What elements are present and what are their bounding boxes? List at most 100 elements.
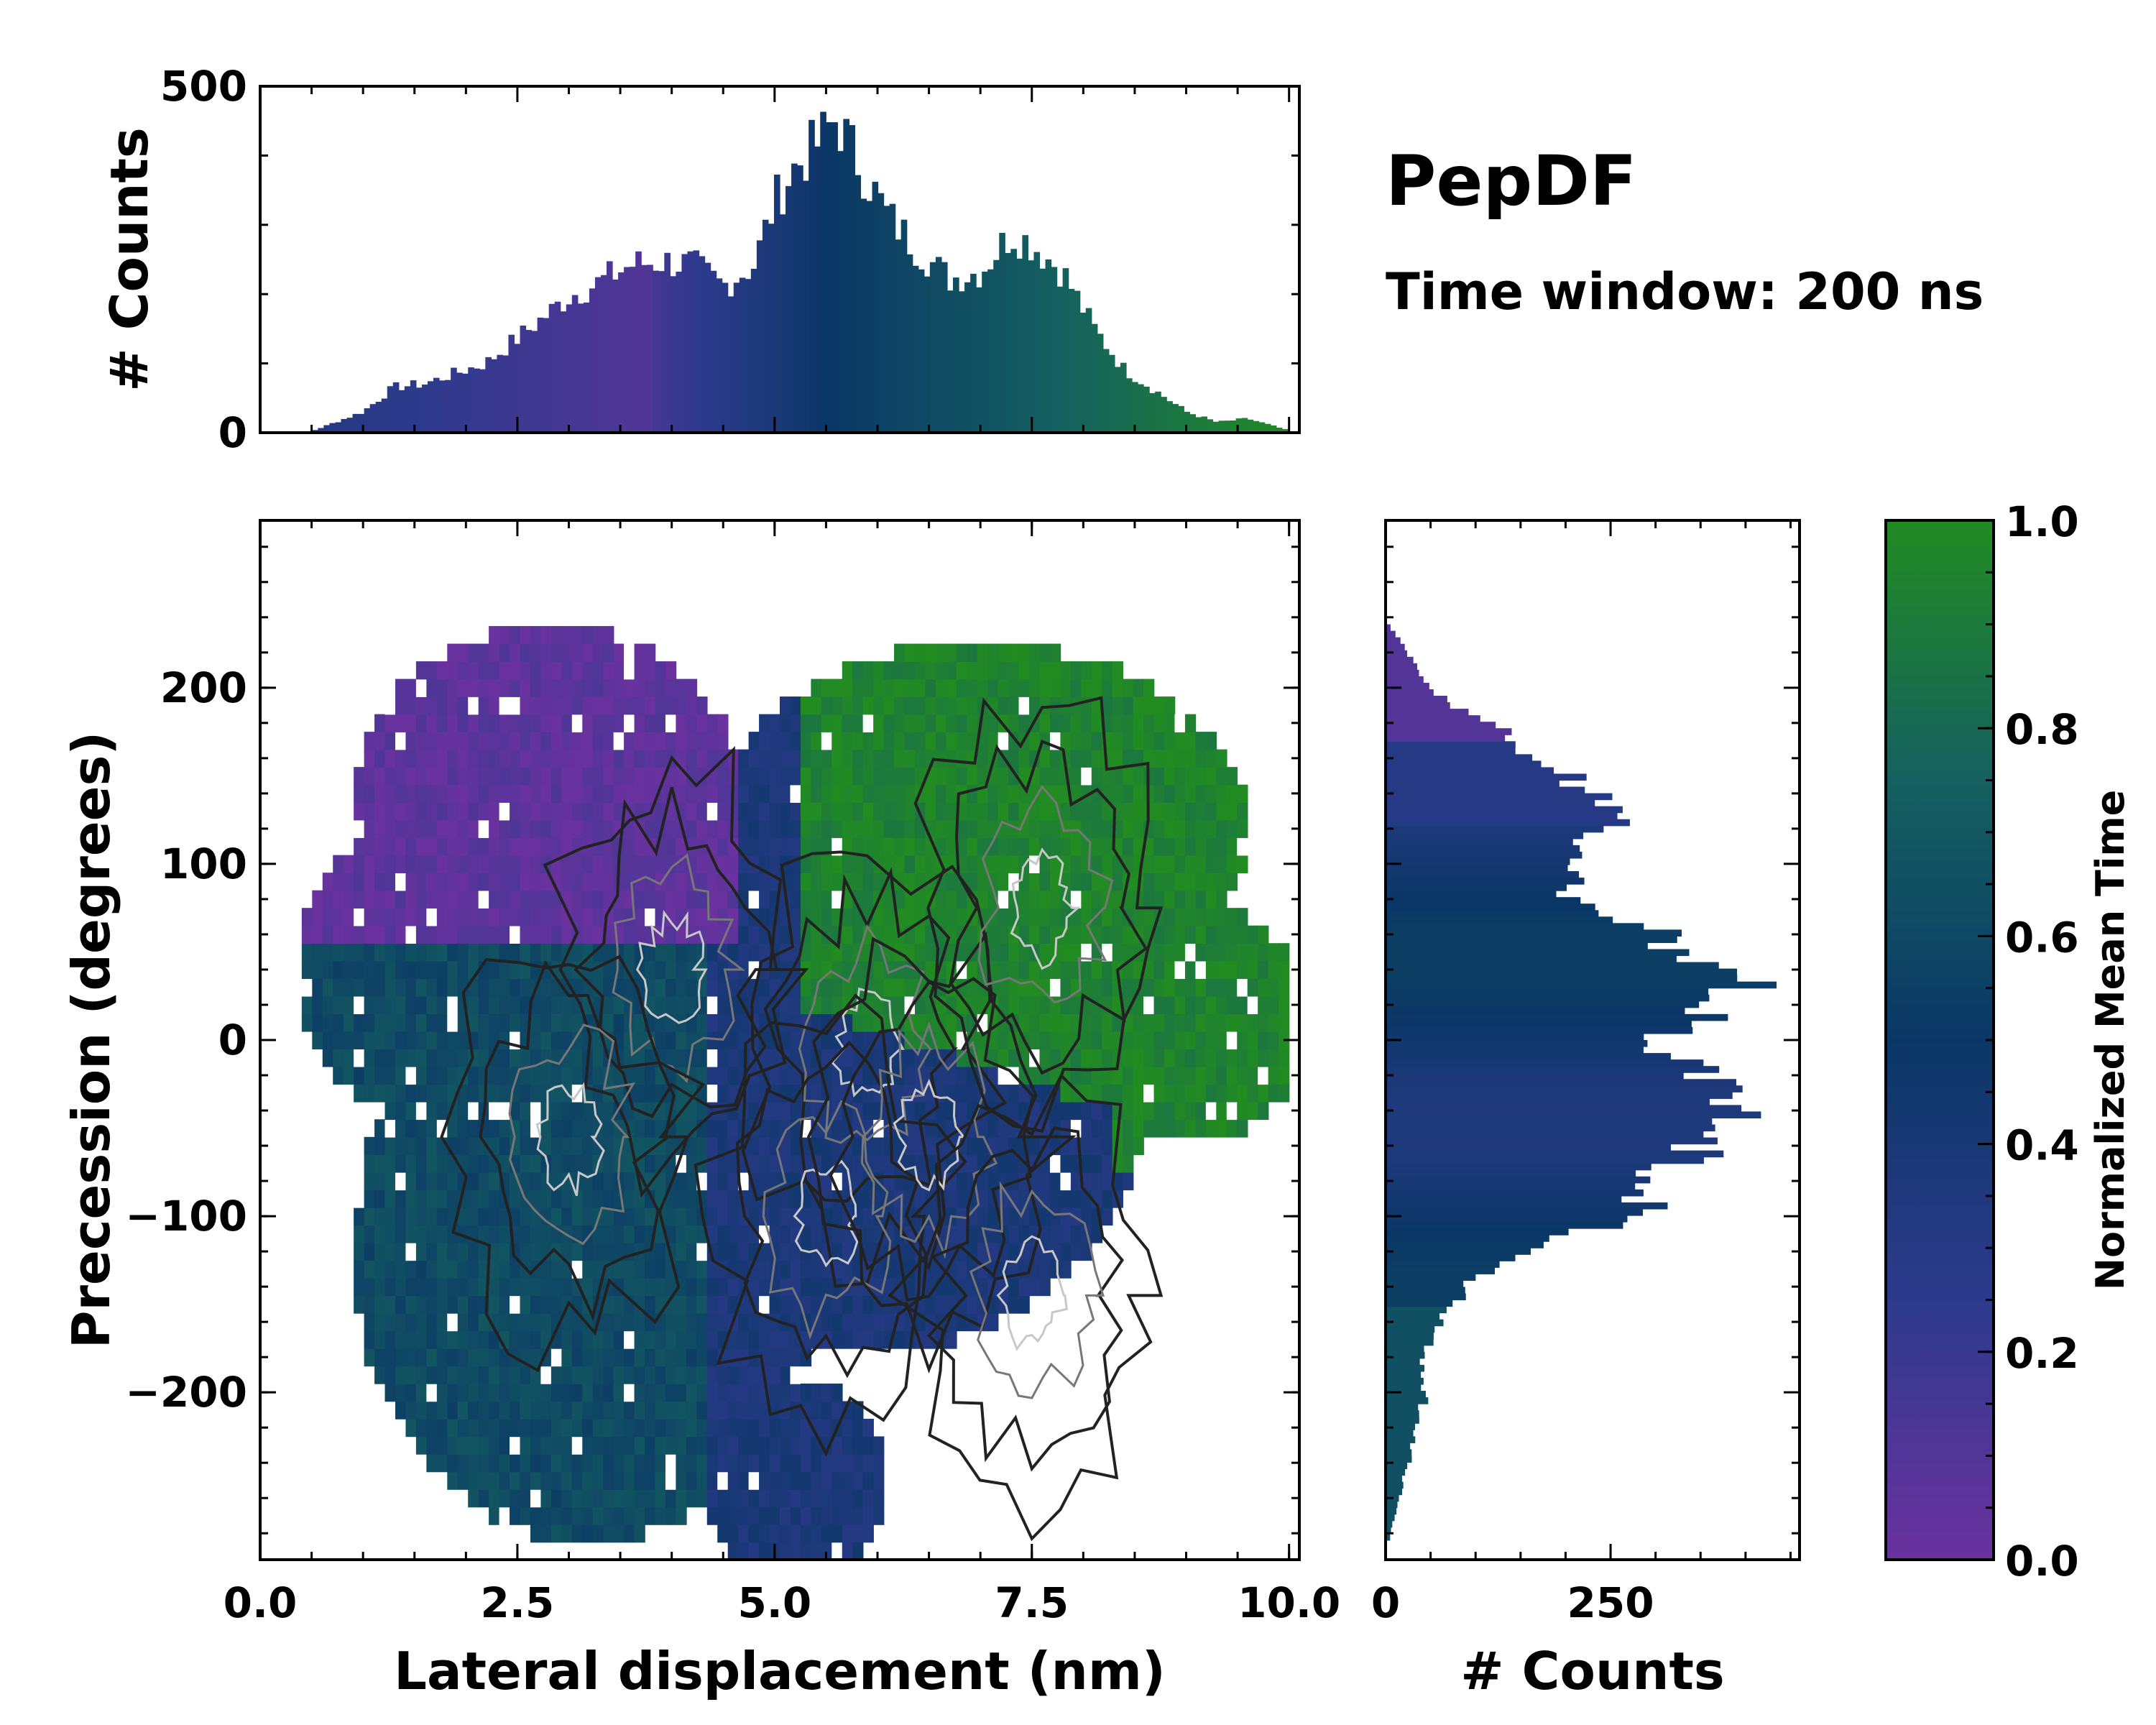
heatmap-cell xyxy=(655,714,666,732)
heatmap-cell xyxy=(561,1154,573,1173)
heatmap-cell xyxy=(1091,1119,1103,1138)
right-histogram-bar xyxy=(1386,1430,1414,1437)
heatmap-cell xyxy=(686,1260,698,1279)
heatmap-cell xyxy=(1164,1031,1176,1050)
heatmap-cell xyxy=(780,1277,791,1297)
heatmap-cell xyxy=(1184,943,1197,962)
heatmap-cell xyxy=(436,890,448,908)
heatmap-cell xyxy=(883,767,895,786)
heatmap-cell xyxy=(655,1436,666,1455)
heatmap-cell xyxy=(468,1242,479,1261)
heatmap-cell xyxy=(967,661,978,680)
heatmap-cell xyxy=(727,1190,739,1208)
heatmap-cell xyxy=(852,1506,864,1525)
heatmap-cell xyxy=(447,978,459,997)
heatmap-cell xyxy=(395,1401,407,1420)
heatmap-cell xyxy=(405,995,417,1015)
heatmap-cell xyxy=(426,1066,438,1085)
heatmap-cell xyxy=(706,1119,719,1138)
heatmap-cell xyxy=(582,678,594,697)
heatmap-cell xyxy=(1184,749,1197,768)
heatmap-cell xyxy=(821,890,833,908)
heatmap-cell xyxy=(520,890,531,908)
heatmap-cell xyxy=(354,873,365,891)
heatmap-cell xyxy=(1039,1207,1051,1226)
heatmap-cell xyxy=(1226,1101,1238,1121)
heatmap-cell xyxy=(1226,837,1238,856)
heatmap-cell xyxy=(852,749,864,768)
heatmap-cell xyxy=(1184,1119,1197,1138)
heatmap-cell xyxy=(862,1330,874,1349)
heatmap-cell xyxy=(624,661,635,680)
heatmap-cell xyxy=(1258,1013,1269,1032)
heatmap-cell xyxy=(1184,767,1197,786)
colorbar: 0.00.20.40.60.81.0 Normalized Mean Time xyxy=(1884,497,2133,1586)
heatmap-cell xyxy=(582,890,594,908)
heatmap-cell xyxy=(676,1489,687,1508)
heatmap-cell xyxy=(540,643,552,662)
top-histogram-bar xyxy=(923,276,931,433)
heatmap-cell xyxy=(1102,661,1113,680)
heatmap-cell xyxy=(478,1489,489,1508)
right-histogram-bar xyxy=(1386,1443,1411,1450)
heatmap-cell xyxy=(655,1383,666,1402)
right-histogram-bar xyxy=(1386,1079,1737,1086)
heatmap-cell xyxy=(1049,643,1061,662)
heatmap-cell xyxy=(706,714,719,732)
heatmap-cell xyxy=(717,1154,729,1173)
heatmap-cell xyxy=(447,995,459,1015)
heatmap-cell xyxy=(706,732,719,750)
heatmap-cell xyxy=(384,908,396,926)
heatmap-cell xyxy=(1216,802,1227,821)
heatmap-cell xyxy=(780,1383,791,1402)
heatmap-cell xyxy=(686,1418,698,1438)
heatmap-cell xyxy=(1049,873,1061,891)
heatmap-cell xyxy=(759,890,770,908)
heatmap-cell xyxy=(634,1136,645,1156)
heatmap-cell xyxy=(322,890,334,908)
heatmap-cell xyxy=(987,873,999,891)
heatmap-cell xyxy=(665,661,677,680)
heatmap-cell xyxy=(1216,1119,1227,1138)
heatmap-cell xyxy=(811,837,822,856)
heatmap-cell xyxy=(468,925,479,944)
heatmap-cell xyxy=(1195,767,1207,786)
heatmap-cell xyxy=(530,714,542,732)
heatmap-cell xyxy=(447,943,459,962)
heatmap-cell xyxy=(520,1312,531,1332)
heatmap-cell xyxy=(894,995,906,1015)
heatmap-cell xyxy=(1123,943,1134,962)
heatmap-cell xyxy=(571,1190,584,1208)
heatmap-cell xyxy=(842,819,854,838)
heatmap-cell xyxy=(831,732,843,750)
heatmap-cell xyxy=(1018,678,1030,697)
heatmap-cell xyxy=(1029,960,1041,980)
heatmap-cell xyxy=(1205,960,1217,980)
top-histogram-bar xyxy=(485,356,492,433)
heatmap-cell xyxy=(457,873,469,891)
heatmap-cell xyxy=(499,696,510,715)
heatmap-cell xyxy=(780,1542,791,1560)
heatmap-cell xyxy=(489,873,500,891)
heatmap-cell xyxy=(655,1366,666,1384)
heatmap-cell xyxy=(842,1489,854,1508)
heatmap-cell xyxy=(1195,1031,1207,1050)
heatmap-cell xyxy=(676,1453,687,1473)
heatmap-cell xyxy=(655,995,666,1015)
heatmap-cell xyxy=(571,1348,584,1367)
heatmap-cell xyxy=(676,1312,687,1332)
heatmap-cell xyxy=(821,714,833,732)
heatmap-cell xyxy=(374,1295,386,1314)
heatmap-cell xyxy=(727,1418,739,1438)
heatmap-cell xyxy=(603,749,614,768)
top-histogram-bar xyxy=(883,206,890,433)
heatmap-cell xyxy=(686,1471,698,1490)
heatmap-cell xyxy=(1153,749,1165,768)
top-histogram-bar xyxy=(1068,288,1075,433)
heatmap-cell xyxy=(665,1401,677,1420)
heatmap-cell xyxy=(395,732,407,750)
heatmap-cell xyxy=(665,890,677,908)
heatmap-cell xyxy=(478,678,489,697)
heatmap-cell xyxy=(520,1330,531,1349)
